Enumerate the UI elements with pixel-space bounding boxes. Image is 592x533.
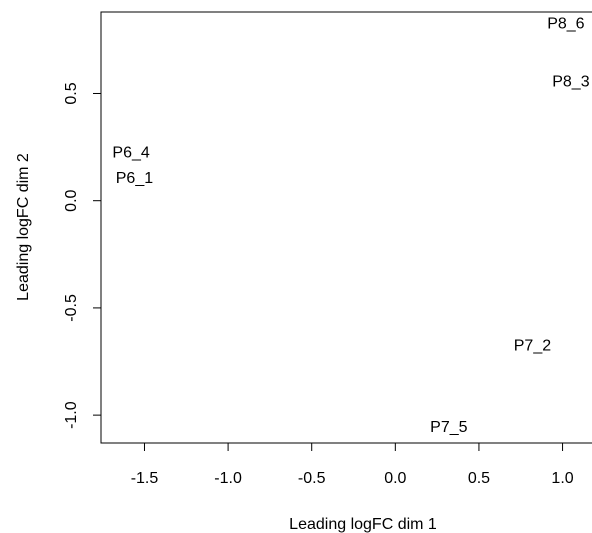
point-label: P8_3 xyxy=(552,74,589,91)
point-label: P7_2 xyxy=(514,337,551,354)
point-labels: P8_6 P8_3 P6_4 P6_1 P7_2 P7_5 xyxy=(112,16,589,436)
y-tick-label: 0.0 xyxy=(63,189,80,211)
x-axis-label: Leading logFC dim 1 xyxy=(289,516,437,533)
point-label: P8_6 xyxy=(547,16,584,33)
y-axis: -1.0 -0.5 0.0 0.5 xyxy=(63,82,102,429)
x-tick-label: 0.0 xyxy=(384,470,406,487)
y-tick-label: -0.5 xyxy=(63,294,80,322)
x-tick-label: -0.5 xyxy=(298,470,326,487)
y-tick-label: 0.5 xyxy=(63,82,80,104)
x-tick-label: -1.5 xyxy=(131,470,159,487)
x-tick-label: 1.0 xyxy=(551,470,573,487)
x-axis: -1.5 -1.0 -0.5 0.0 0.5 1.0 xyxy=(131,442,574,487)
y-tick-label: -1.0 xyxy=(63,401,80,429)
point-label: P6_1 xyxy=(116,170,153,187)
point-label: P7_5 xyxy=(430,419,467,436)
y-axis-label: Leading logFC dim 2 xyxy=(15,153,32,301)
x-tick-label: 0.5 xyxy=(468,470,490,487)
x-tick-label: -1.0 xyxy=(214,470,242,487)
plot-frame xyxy=(100,11,592,444)
point-label: P6_4 xyxy=(112,144,149,161)
